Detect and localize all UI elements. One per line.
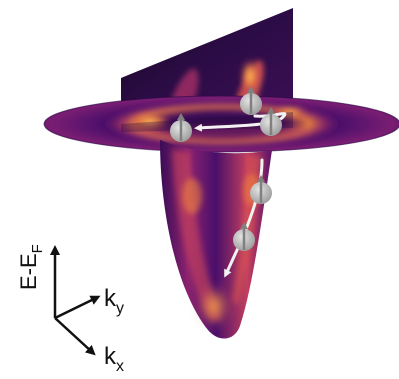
spin-up-marker-icon [233, 222, 255, 251]
ky-axis-arrow-icon [54, 295, 101, 320]
spin-up-marker-icon [170, 113, 192, 142]
ky-axis-label: ky [104, 285, 124, 317]
kx-axis-label: kx [104, 343, 124, 375]
spin-up-marker-icon [250, 175, 272, 204]
dispersion-cone [160, 140, 272, 339]
spin-up-marker-icon [260, 107, 282, 136]
sheet-front-edge [121, 112, 293, 132]
coordinate-axes: E-EF ky kx [16, 244, 124, 375]
kx-axis-arrow-icon [54, 317, 96, 356]
energy-axis-label: E-EF [16, 244, 46, 290]
spin-up-marker-icon [240, 86, 262, 115]
